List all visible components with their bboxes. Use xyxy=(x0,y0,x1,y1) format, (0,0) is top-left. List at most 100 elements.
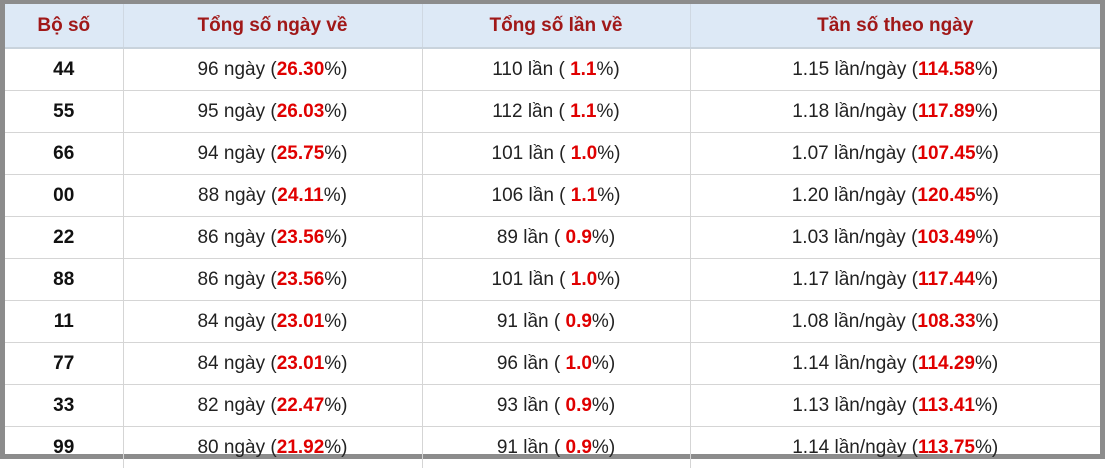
cell-text: %) xyxy=(592,311,615,332)
cell-text: %) xyxy=(324,185,347,206)
data-cell: 82 ngày (22.47%) xyxy=(123,385,422,427)
data-cell: 106 lần ( 1.1%) xyxy=(422,175,690,217)
cell-text: 101 lần ( xyxy=(492,143,571,164)
cell-text: 86 ngày ( xyxy=(197,227,276,248)
cell-text: %) xyxy=(976,227,999,248)
data-cell: 1.03 lần/ngày (103.49%) xyxy=(690,217,1100,259)
cell-text: 88 ngày ( xyxy=(198,185,277,206)
number-cell: 55 xyxy=(5,91,123,133)
cell-text: %) xyxy=(976,311,999,332)
cell-text: 1.13 lần/ngày ( xyxy=(792,395,918,416)
number-cell: 77 xyxy=(5,343,123,385)
cell-text: %) xyxy=(324,395,347,416)
highlight-value: 120.45 xyxy=(917,185,975,206)
cell-text: %) xyxy=(597,269,620,290)
data-cell: 93 lần ( 0.9%) xyxy=(422,385,690,427)
number-cell: 44 xyxy=(5,48,123,91)
cell-text: 1.03 lần/ngày ( xyxy=(792,227,918,248)
cell-text: 1.17 lần/ngày ( xyxy=(792,269,918,290)
number-cell: 88 xyxy=(5,259,123,301)
highlight-value: 23.56 xyxy=(277,227,325,248)
data-cell: 95 ngày (26.03%) xyxy=(123,91,422,133)
data-cell: 88 ngày (24.11%) xyxy=(123,175,422,217)
highlight-value: 1.0 xyxy=(571,269,597,290)
data-cell: 1.13 lần/ngày (113.41%) xyxy=(690,385,1100,427)
data-cell: 1.18 lần/ngày (117.89%) xyxy=(690,91,1100,133)
highlight-value: 0.9 xyxy=(566,227,592,248)
cell-text: 93 lần ( xyxy=(497,395,566,416)
cell-text: 82 ngày ( xyxy=(197,395,276,416)
highlight-value: 108.33 xyxy=(917,311,975,332)
cell-text: %) xyxy=(976,185,999,206)
highlight-value: 0.9 xyxy=(566,395,592,416)
cell-text: 96 lần ( xyxy=(497,353,566,374)
highlight-value: 1.1 xyxy=(570,101,596,122)
number-cell: 99 xyxy=(5,427,123,468)
cell-text: %) xyxy=(324,353,347,374)
cell-text: %) xyxy=(592,395,615,416)
cell-text: %) xyxy=(324,437,347,458)
cell-text: %) xyxy=(592,353,615,374)
number-cell: 33 xyxy=(5,385,123,427)
highlight-value: 114.58 xyxy=(918,59,975,80)
cell-text: 91 lần ( xyxy=(497,437,566,458)
data-cell: 80 ngày (21.92%) xyxy=(123,427,422,468)
cell-text: %) xyxy=(975,353,998,374)
highlight-value: 22.47 xyxy=(277,395,325,416)
cell-text: %) xyxy=(597,143,620,164)
highlight-value: 113.75 xyxy=(918,437,975,458)
data-cell: 1.20 lần/ngày (120.45%) xyxy=(690,175,1100,217)
number-cell: 22 xyxy=(5,217,123,259)
highlight-value: 113.41 xyxy=(918,395,975,416)
highlight-value: 107.45 xyxy=(917,143,975,164)
highlight-value: 0.9 xyxy=(566,437,592,458)
cell-text: 95 ngày ( xyxy=(197,101,276,122)
cell-text: %) xyxy=(597,59,620,80)
cell-text: %) xyxy=(975,59,998,80)
cell-text: 80 ngày ( xyxy=(197,437,276,458)
cell-text: %) xyxy=(592,227,615,248)
data-cell: 110 lần ( 1.1%) xyxy=(422,48,690,91)
cell-text: %) xyxy=(597,185,620,206)
data-cell: 1.08 lần/ngày (108.33%) xyxy=(690,301,1100,343)
cell-text: 84 ngày ( xyxy=(197,311,276,332)
cell-text: %) xyxy=(975,395,998,416)
highlight-value: 1.0 xyxy=(566,353,592,374)
highlight-value: 21.92 xyxy=(277,437,325,458)
cell-text: 86 ngày ( xyxy=(197,269,276,290)
cell-text: 1.15 lần/ngày ( xyxy=(792,59,918,80)
data-cell: 94 ngày (25.75%) xyxy=(123,133,422,175)
highlight-value: 23.56 xyxy=(277,269,325,290)
data-cell: 1.14 lần/ngày (113.75%) xyxy=(690,427,1100,468)
data-cell: 86 ngày (23.56%) xyxy=(123,217,422,259)
highlight-value: 0.9 xyxy=(566,311,592,332)
highlight-value: 25.75 xyxy=(277,143,325,164)
number-cell: 11 xyxy=(5,301,123,343)
highlight-value: 117.44 xyxy=(918,269,975,290)
cell-text: 91 lần ( xyxy=(497,311,566,332)
data-cell: 96 lần ( 1.0%) xyxy=(422,343,690,385)
cell-text: 1.08 lần/ngày ( xyxy=(792,311,918,332)
data-cell: 1.07 lần/ngày (107.45%) xyxy=(690,133,1100,175)
data-cell: 96 ngày (26.30%) xyxy=(123,48,422,91)
highlight-value: 24.11 xyxy=(277,185,324,206)
data-cell: 101 lần ( 1.0%) xyxy=(422,259,690,301)
cell-text: %) xyxy=(324,269,347,290)
data-cell: 84 ngày (23.01%) xyxy=(123,301,422,343)
cell-text: %) xyxy=(975,101,998,122)
highlight-value: 117.89 xyxy=(918,101,975,122)
data-cell: 1.17 lần/ngày (117.44%) xyxy=(690,259,1100,301)
highlight-value: 23.01 xyxy=(277,353,325,374)
cell-text: %) xyxy=(324,227,347,248)
cell-text: 101 lần ( xyxy=(492,269,571,290)
